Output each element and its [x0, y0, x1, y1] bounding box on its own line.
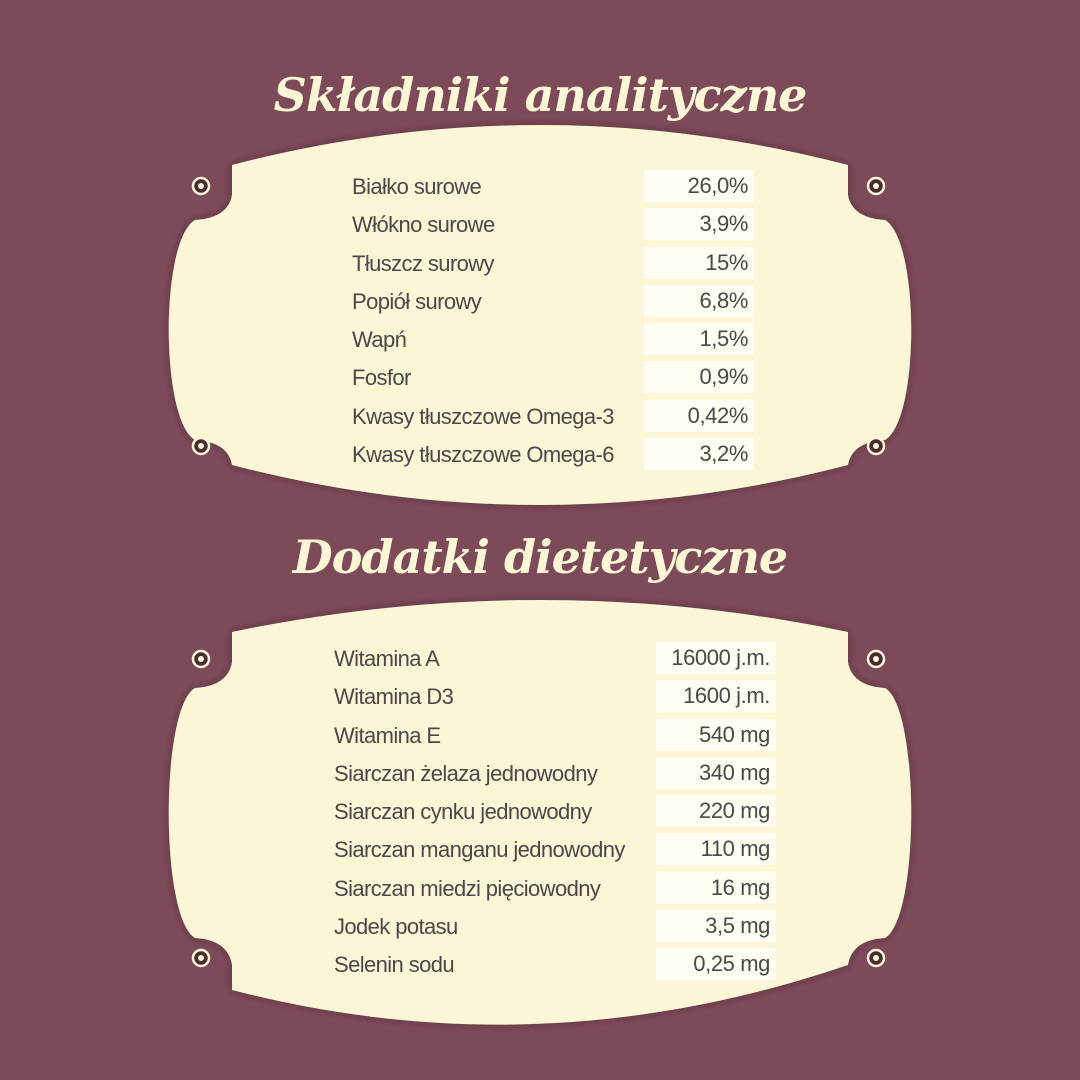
row-label: Witamina D3: [334, 684, 454, 710]
row-label: Wapń: [352, 327, 407, 353]
table-row: Wapń 1,5%: [352, 323, 762, 361]
row-value: 6,8%: [644, 284, 754, 317]
table-row: Kwasy tłuszczowe Omega-6 3,2%: [352, 438, 762, 476]
row-label: Fosfor: [352, 365, 411, 391]
row-label: Popiół surowy: [352, 288, 482, 314]
row-value: 0,42%: [644, 399, 754, 432]
analytical-table: Białko surowe 26,0% Włókno surowe 3,9% Tłusz…: [352, 170, 762, 476]
rivet-centers: [198, 183, 879, 961]
row-value: 1,5%: [644, 323, 754, 356]
table-row: Kwasy tłuszczowe Omega-3 0,42%: [352, 399, 762, 438]
table-row: Fosfor 0,9%: [352, 361, 762, 399]
additives-table: Witamina A 16000 j.m. Witamina D3 1600 j.m.…: [334, 642, 784, 987]
row-value: 0,25 mg: [656, 948, 776, 981]
row-label: Jodek potasu: [334, 914, 458, 940]
table-row: Witamina A 16000 j.m.: [334, 642, 784, 680]
table-row: Selenin sodu 0,25 mg: [334, 948, 784, 986]
section-title-analytical: Składniki analityczne: [273, 68, 808, 122]
row-label: Kwasy tłuszczowe Omega-6: [352, 442, 615, 468]
table-row: Białko surowe 26,0%: [352, 170, 762, 208]
table-row: Popiół surowy 6,8%: [352, 284, 762, 323]
row-value: 220 mg: [656, 795, 776, 828]
row-value: 15%: [644, 246, 754, 279]
table-row: Siarczan cynku jednowodny 220 mg: [334, 795, 784, 833]
row-label: Włókno surowe: [352, 212, 495, 238]
row-value: 110 mg: [656, 833, 776, 866]
row-label: Witamina A: [334, 646, 440, 671]
row-label: Siarczan manganu jednowodny: [334, 837, 625, 863]
row-label: Siarczan miedzi pięciowodny: [334, 875, 601, 901]
table-row: Siarczan żelaza jednowodny 340 mg: [334, 756, 784, 795]
row-value: 26,0%: [644, 170, 754, 202]
row-value: 0,9%: [644, 361, 754, 394]
table-row: Włókno surowe 3,9%: [352, 208, 762, 246]
row-value: 16000 j.m.: [656, 642, 776, 674]
table-row: Siarczan manganu jednowodny 110 mg: [334, 833, 784, 871]
row-label: Witamina E: [334, 722, 441, 748]
row-value: 1600 j.m.: [656, 680, 776, 713]
table-row: Siarczan miedzi pięciowodny 16 mg: [334, 871, 784, 910]
row-label: Siarczan cynku jednowodny: [334, 799, 592, 825]
table-row: Witamina E 540 mg: [334, 718, 784, 757]
table-row: Witamina D3 1600 j.m.: [334, 680, 784, 718]
section-title-additives: Dodatki dietetyczne: [292, 530, 788, 584]
row-value: 3,9%: [644, 208, 754, 241]
table-row: Jodek potasu 3,5 mg: [334, 910, 784, 948]
row-label: Tłuszcz surowy: [352, 250, 495, 276]
row-value: 540 mg: [656, 718, 776, 751]
row-label: Białko surowe: [352, 174, 482, 199]
row-value: 3,2%: [644, 438, 754, 471]
row-value: 340 mg: [656, 756, 776, 789]
row-value: 16 mg: [656, 871, 776, 904]
row-value: 3,5 mg: [656, 910, 776, 943]
row-label: Siarczan żelaza jednowodny: [334, 760, 598, 786]
table-row: Tłuszcz surowy 15%: [352, 246, 762, 285]
row-label: Selenin sodu: [334, 952, 455, 978]
row-label: Kwasy tłuszczowe Omega-3: [352, 403, 615, 429]
